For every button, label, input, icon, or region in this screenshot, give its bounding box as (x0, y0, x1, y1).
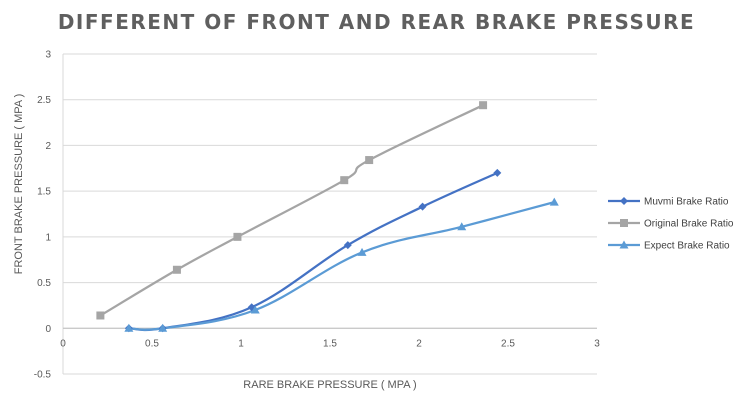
data-point-original-brake-ratio (479, 101, 488, 110)
legend-label: Expect Brake Ratio (644, 241, 730, 252)
data-point-original-brake-ratio (96, 311, 105, 320)
series-line-expect-brake-ratio (128, 201, 555, 331)
axis-ticks: -0.5 0 0.5 1 1.5 2 2.5 3 0 0.5 1 1.5 2 2.5 3 (34, 50, 600, 381)
chart-title: DIFFERENT OF FRONT AND REAR BRAKE PRESSU… (57, 10, 696, 34)
x-tick-label: 2 (416, 338, 422, 349)
legend-label: Muvmi Brake Ratio (644, 197, 729, 208)
data-point-muvmi-brake-ratio (343, 241, 352, 250)
series-lines (99, 104, 555, 332)
data-point-expect-brake-ratio (250, 305, 260, 314)
data-point-expect-brake-ratio (158, 323, 168, 332)
data-point-muvmi-brake-ratio (493, 168, 502, 177)
y-tick-label: 0.5 (37, 278, 51, 289)
y-axis-label: FRONT BRAKE PRESSURE ( MPA ) (13, 94, 25, 275)
x-tick-label: 1.5 (323, 338, 337, 349)
data-point-original-brake-ratio (233, 232, 242, 241)
y-tick-label: 1.5 (37, 187, 51, 198)
x-tick-label: 2.5 (501, 338, 515, 349)
data-point-original-brake-ratio (172, 265, 181, 274)
legend-label: Original Brake Ratio (644, 219, 734, 230)
y-tick-label: 1 (45, 232, 51, 243)
x-tick-label: 0 (60, 338, 66, 349)
series-markers (96, 101, 559, 333)
y-tick-label: 2.5 (37, 95, 51, 106)
x-axis-label: RARE BRAKE PRESSURE ( MPA ) (243, 379, 416, 391)
data-point-original-brake-ratio (365, 156, 374, 165)
data-point-expect-brake-ratio (457, 222, 467, 231)
legend: Muvmi Brake Ratio Original Brake Ratio Exp… (608, 197, 734, 252)
legend-swatch-marker (620, 197, 628, 205)
y-tick-label: 3 (45, 50, 51, 61)
series-line-original-brake-ratio (99, 104, 484, 317)
x-tick-label: 0.5 (145, 338, 159, 349)
legend-swatch-marker (620, 219, 628, 227)
data-point-expect-brake-ratio (549, 197, 559, 206)
data-point-muvmi-brake-ratio (418, 202, 427, 211)
data-point-expect-brake-ratio (357, 247, 367, 256)
data-point-original-brake-ratio (340, 176, 349, 185)
gridlines (62, 53, 597, 375)
legend-swatch-marker (619, 240, 629, 249)
x-tick-label: 1 (238, 338, 244, 349)
y-tick-label: 0 (45, 324, 51, 335)
x-tick-label: 3 (594, 338, 600, 349)
y-tick-label: 2 (45, 141, 51, 152)
data-point-expect-brake-ratio (124, 323, 134, 332)
y-tick-label: -0.5 (34, 370, 52, 381)
